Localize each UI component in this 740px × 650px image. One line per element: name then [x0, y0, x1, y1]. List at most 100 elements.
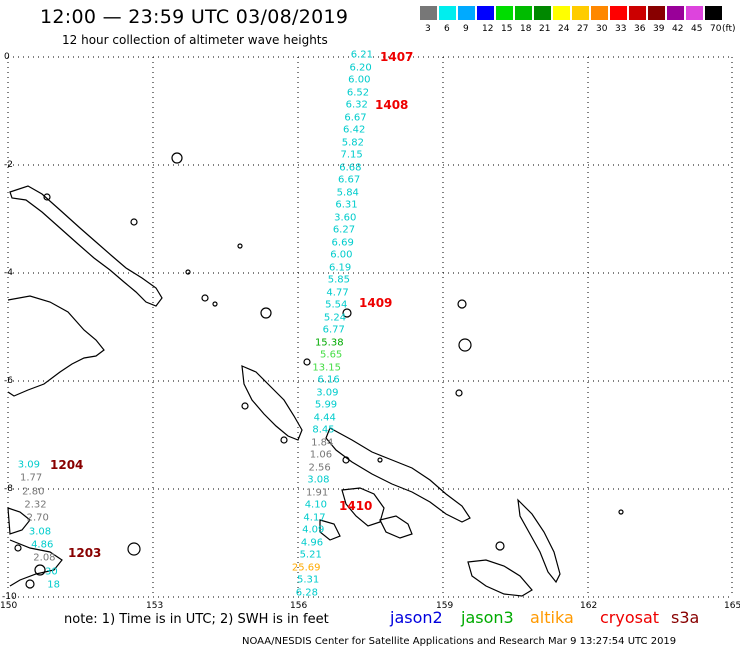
scale-label: 42 — [672, 24, 684, 34]
lon-tick: 153 — [146, 601, 164, 611]
scale-swatch — [705, 6, 722, 20]
lon-tick: 156 — [290, 601, 308, 611]
wave-height-value: 3.08 — [28, 526, 52, 538]
wave-height-value: 1.91 — [305, 487, 329, 499]
coast-vella-lavella — [319, 519, 341, 541]
lat-tick: -8 — [4, 484, 13, 494]
scale-label: 45 — [691, 24, 703, 34]
wave-height-value: 6.69 — [331, 237, 354, 249]
coast-new-britain — [7, 295, 105, 397]
lat-tick: -10 — [2, 592, 17, 602]
wave-height-value: 6.52 — [346, 87, 370, 99]
wave-height-value: 3.09 — [17, 459, 40, 471]
legend-s3a: s3a — [671, 608, 700, 627]
scale-swatch — [534, 6, 551, 20]
scale-swatch — [439, 6, 456, 20]
credit-line: NOAA/NESDIS Center for Satellite Applica… — [242, 636, 677, 647]
scale-label: 70 — [710, 24, 722, 34]
wave-height-value: 6.68 — [339, 162, 362, 174]
pass-label: 1409 — [359, 296, 393, 310]
wave-height-value: 5.84 — [336, 187, 359, 199]
wave-height-value: 7.15 — [340, 149, 363, 161]
scale-label: 21 — [539, 24, 551, 34]
map-title: 12:00 — 23:59 UTC 03/08/2019 — [40, 6, 349, 28]
lat-tick: 0 — [4, 52, 10, 62]
wave-height-value: 6.20 — [349, 62, 372, 73]
wave-height-value: 4.86 — [31, 539, 54, 551]
wave-height-value: 5.65 — [320, 349, 343, 361]
wave-height-value: 1.84 — [311, 437, 334, 449]
legend-altika: altika — [530, 608, 574, 627]
wave-height-value: 5.99 — [314, 399, 338, 411]
wave-height-value: 13.15 — [312, 362, 342, 374]
scale-swatch — [591, 6, 608, 20]
coast-rennell — [379, 515, 413, 539]
scale-label: 3 — [425, 24, 431, 34]
legend-jason3: jason3 — [461, 608, 514, 627]
lon-tick: 162 — [580, 601, 598, 611]
wave-height-value: 3.09 — [316, 387, 339, 399]
wave-height-value: 5.85 — [327, 274, 350, 286]
wave-height-value: 2.80 — [22, 486, 45, 498]
wave-height-value: 4.17 — [303, 512, 326, 524]
scale-label: 30 — [596, 24, 608, 34]
scale-swatch — [667, 6, 684, 20]
scale-label: 24 — [558, 24, 570, 34]
coast-santa-isabel — [325, 427, 471, 523]
scale-swatch — [610, 6, 627, 20]
wave-height-value: 5.54 — [325, 299, 348, 311]
wave-height-value: 6.67 — [344, 112, 367, 124]
wave-height-value: 5.21 — [299, 549, 322, 561]
wave-height-value: 5.82 — [341, 137, 365, 149]
coast-guadalcanal — [467, 559, 533, 597]
wave-height-value: 2.56 — [308, 462, 331, 474]
scale-swatch — [420, 6, 437, 20]
scale-label: 12 — [482, 24, 494, 34]
wave-height-value: 5.24 — [323, 312, 347, 324]
scale-unit: (ft) — [722, 24, 736, 34]
coast-bougainville — [241, 365, 303, 441]
wave-height-value: 6.32 — [345, 99, 368, 111]
wave-height-value: 25.69 — [291, 562, 321, 574]
scale-label: 9 — [463, 24, 469, 34]
wave-height-value: 4.96 — [300, 537, 324, 549]
scale-swatch — [572, 6, 589, 20]
wave-height-value: 6.42 — [343, 124, 366, 136]
gridlines — [7, 56, 733, 598]
pass-label: 1203 — [68, 546, 102, 560]
scale-swatch — [553, 6, 570, 20]
coastlines — [7, 152, 624, 597]
coast-png-mainland — [7, 507, 31, 535]
scale-label: 6 — [444, 24, 450, 34]
pass-label: 1410 — [339, 499, 373, 513]
scale-label: 39 — [653, 24, 665, 34]
lat-tick: -6 — [4, 376, 13, 386]
coast-milne — [9, 539, 63, 587]
wave-height-value: 3.08 — [307, 474, 330, 486]
lat-tick: -2 — [4, 160, 13, 170]
scale-swatch — [648, 6, 665, 20]
wave-height-value: 6.16 — [317, 374, 340, 386]
pass-label: 1204 — [50, 458, 84, 472]
coast-new-ireland — [9, 185, 163, 307]
coast-malaita — [517, 498, 561, 584]
wave-height-value: 4.09 — [302, 524, 325, 536]
wave-height-value: 3.60 — [334, 212, 357, 224]
wave-height-value: 2.08 — [33, 552, 56, 564]
wave-height-value: 6.19 — [328, 262, 352, 274]
legend-cryosat: cryosat — [600, 608, 660, 627]
scale-swatch — [477, 6, 494, 20]
wave-height-value: 2.32 — [24, 499, 47, 511]
wave-height-value: 6.27 — [332, 224, 356, 236]
wave-height-value: 18 — [47, 579, 60, 591]
legend-jason2: jason2 — [390, 608, 443, 627]
scale-label: 18 — [520, 24, 532, 34]
lon-tick: 165 — [724, 601, 740, 611]
scale-swatch — [458, 6, 475, 20]
wave-height-value: 4.44 — [313, 412, 336, 424]
scale-swatch — [496, 6, 513, 20]
wave-height-value: 6.28 — [295, 587, 318, 599]
scale-label: 36 — [634, 24, 646, 34]
scale-swatch — [515, 6, 532, 20]
